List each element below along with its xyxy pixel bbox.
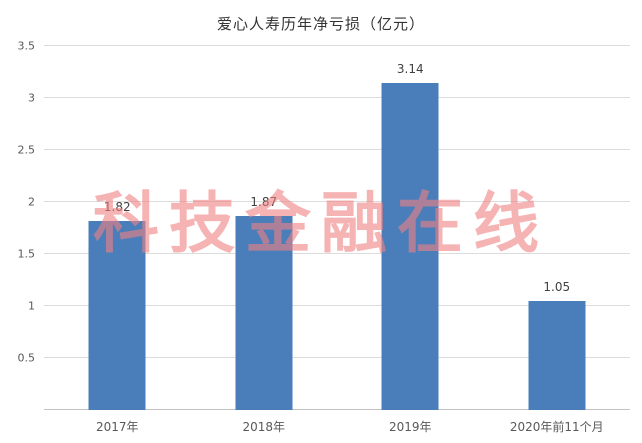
x-axis-category-label: 2018年 <box>242 420 286 434</box>
x-axis-line <box>44 409 630 410</box>
bar-data-label: 1.87 <box>250 194 278 209</box>
x-axis-category-label: 2020年前11个月 <box>509 420 604 434</box>
bar-2017年[interactable] <box>88 220 146 410</box>
y-axis-tick-label: 1.5 <box>17 247 36 261</box>
gridline <box>44 305 630 306</box>
x-axis-labels: 2017年 2018年 2019年 2020年前11个月 <box>44 418 630 435</box>
y-axis-tick-label: 0.5 <box>17 351 36 365</box>
gridline <box>44 357 630 358</box>
y-axis-tick-label: 2 <box>28 195 35 209</box>
x-axis-category-label: 2017年 <box>95 420 139 434</box>
bar-column: 3.14 <box>337 46 484 410</box>
gridline <box>44 201 630 202</box>
bar-data-label: 1.05 <box>543 279 571 294</box>
bar-2018年[interactable] <box>235 215 293 410</box>
gridline <box>44 45 630 46</box>
bar-column: 1.05 <box>484 46 631 410</box>
chart-title: 爱心人寿历年净亏损（亿元） <box>216 15 425 33</box>
x-axis-category-label: 2019年 <box>388 420 432 434</box>
bar-column: 1.87 <box>191 46 338 410</box>
bar-data-label: 1.82 <box>103 199 131 214</box>
gridline <box>44 149 630 150</box>
bar-2019年[interactable] <box>381 83 439 410</box>
bar-column: 1.82 <box>44 46 191 410</box>
bar-data-label: 3.14 <box>396 62 424 77</box>
y-axis-tick-label: 1 <box>28 299 35 313</box>
bar-2020年前11个月[interactable] <box>528 300 586 410</box>
y-axis-tick-label: 2.5 <box>17 143 36 157</box>
plot-area: 0.5 1 1.5 2 2.5 3 3.5 1.82 1.87 3.14 1.05 <box>18 40 631 410</box>
y-axis-tick-label: 3.5 <box>17 39 36 53</box>
y-axis-tick-label: 3 <box>28 91 35 105</box>
gridline <box>44 97 630 98</box>
gridline <box>44 253 630 254</box>
